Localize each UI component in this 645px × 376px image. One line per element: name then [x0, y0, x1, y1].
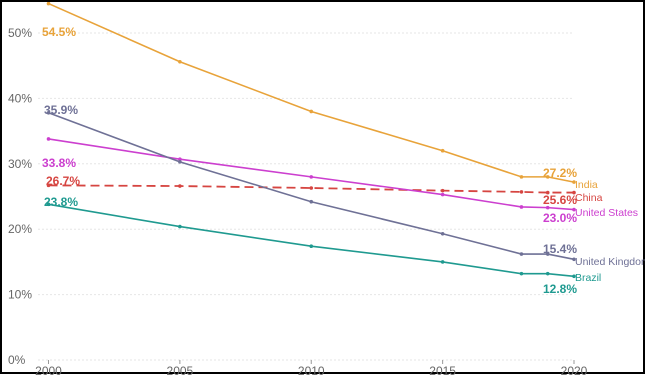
start-value-label: 26.7%: [46, 174, 80, 188]
end-value-label: 15.4%: [543, 242, 577, 256]
x-tick-label: 2000: [35, 364, 62, 376]
data-point-china: [545, 190, 550, 195]
end-value-label: 25.6%: [543, 193, 577, 207]
data-point-brazil: [572, 274, 576, 279]
data-point-india: [519, 175, 524, 179]
series-name-label: China: [575, 192, 603, 204]
data-point-india: [440, 148, 445, 153]
data-point-brazil: [545, 271, 550, 276]
series-line-india: [48, 2, 575, 183]
data-point-united-kingdom: [545, 252, 550, 256]
data-point-brazil: [178, 224, 182, 229]
x-axis-ticks: 2000 2005 2010 2015 2020: [35, 360, 588, 376]
y-tick-label: 20%: [8, 222, 32, 236]
data-point-united-states: [309, 175, 314, 179]
x-tick-label: 2010: [298, 364, 325, 376]
end-value-label: 12.8%: [543, 282, 577, 296]
x-tick-label: 2020: [561, 364, 588, 376]
data-point-china: [440, 188, 445, 193]
series-line-united-states: [48, 138, 575, 211]
y-tick-label: 0%: [8, 353, 26, 367]
data-point-united-states: [572, 207, 576, 212]
x-tick-label: 2005: [167, 364, 194, 376]
end-value-label: 23.0%: [543, 211, 577, 225]
data-point-india: [545, 175, 550, 179]
data-point-united-states: [519, 205, 524, 209]
series-name-label: United Kingdom: [575, 256, 645, 268]
series-lines: [46, 2, 576, 279]
data-point-china: [309, 186, 314, 190]
y-tick-label: 10%: [8, 288, 32, 302]
y-tick-label: 50%: [8, 26, 32, 40]
data-point-china: [572, 190, 576, 195]
data-point-united-kingdom: [519, 252, 524, 256]
y-axis-ticks: 0% 10% 20% 30% 40% 50%: [8, 26, 32, 367]
start-value-label: 35.9%: [44, 103, 78, 117]
data-point-united-states: [178, 157, 182, 162]
data-point-india: [178, 59, 182, 64]
data-point-brazil: [519, 271, 524, 276]
gridlines: [38, 32, 574, 361]
series-labels: 54.5% 27.2%India 26.7% 25.6%China 33.8% 23.0%…: [42, 25, 645, 296]
end-value-label: 27.2%: [543, 166, 577, 180]
series-line-brazil: [48, 203, 575, 278]
data-point-brazil: [309, 244, 314, 249]
data-point-united-kingdom: [46, 110, 51, 115]
data-point-brazil: [440, 260, 445, 264]
x-tick-label: 2015: [429, 364, 456, 376]
data-point-united-kingdom: [178, 160, 182, 164]
start-value-label: 23.8%: [44, 195, 78, 209]
data-point-india: [309, 109, 314, 114]
data-point-united-states: [440, 192, 445, 197]
series-name-label: Brazil: [575, 272, 601, 284]
data-point-united-kingdom: [440, 231, 445, 236]
data-point-china: [178, 184, 182, 188]
y-tick-label: 40%: [8, 91, 32, 105]
start-value-label: 54.5%: [42, 25, 76, 39]
data-point-united-kingdom: [309, 199, 314, 204]
data-point-china: [519, 190, 524, 194]
y-tick-label: 30%: [8, 157, 32, 171]
series-name-label: United States: [575, 207, 638, 219]
data-point-brazil: [46, 202, 51, 207]
series-name-label: India: [575, 179, 598, 191]
data-point-india: [46, 2, 51, 6]
start-value-label: 33.8%: [42, 156, 76, 170]
data-point-united-kingdom: [572, 257, 576, 262]
data-point-india: [572, 180, 576, 184]
data-point-united-states: [545, 205, 550, 210]
data-point-china: [46, 183, 51, 188]
data-point-united-states: [46, 137, 51, 141]
